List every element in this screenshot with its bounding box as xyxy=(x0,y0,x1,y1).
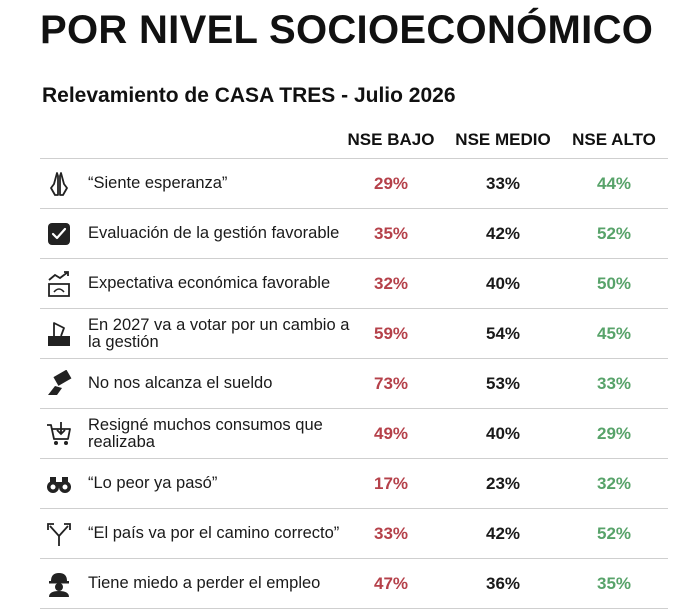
split-arrows-icon xyxy=(44,519,74,549)
value-nse-bajo: 35% xyxy=(373,223,409,243)
value-nse-medio: 23% xyxy=(485,473,521,493)
row-label: “Lo peor ya pasó” xyxy=(88,474,218,492)
column-header-nse-alto: NSE ALTO xyxy=(572,130,656,149)
value-nse-alto: 35% xyxy=(596,573,632,593)
shopping-cart-icon xyxy=(44,419,74,449)
growth-chart-icon xyxy=(44,269,74,299)
value-nse-bajo: 59% xyxy=(373,323,409,343)
checkbox-icon xyxy=(44,219,74,249)
value-nse-medio: 36% xyxy=(485,573,521,593)
value-nse-bajo: 32% xyxy=(373,273,409,293)
value-nse-bajo: 33% xyxy=(373,523,409,543)
value-nse-medio: 53% xyxy=(485,373,521,393)
binoculars-icon xyxy=(44,469,74,499)
value-nse-medio: 33% xyxy=(485,173,521,193)
value-nse-medio: 40% xyxy=(485,423,521,443)
value-nse-medio: 42% xyxy=(485,523,521,543)
table-row: Tiene miedo a perder el empleo 47% 36% 3… xyxy=(40,558,668,609)
table-row: “El país va por el camino correcto” 33% … xyxy=(40,508,668,558)
value-nse-medio: 40% xyxy=(485,273,521,293)
page-title: POR NIVEL SOCIOECONÓMICO xyxy=(40,8,654,52)
row-label: No nos alcanza el sueldo xyxy=(88,374,273,392)
row-label: Expectativa económica favorable xyxy=(88,274,331,292)
value-nse-alto: 52% xyxy=(596,523,632,543)
value-nse-bajo: 29% xyxy=(373,173,409,193)
row-label: “Siente esperanza” xyxy=(88,174,228,192)
row-label: “El país va por el camino correcto” xyxy=(88,524,340,542)
money-hand-icon xyxy=(44,369,74,399)
value-nse-alto: 45% xyxy=(596,323,632,343)
table-row: “Lo peor ya pasó” 17% 23% 32% xyxy=(40,458,668,508)
table-row: No nos alcanza el sueldo 73% 53% 33% xyxy=(40,358,668,408)
row-label: Resigné muchos consumos que realizaba xyxy=(88,415,323,451)
table-row: En 2027 va a votar por un cambio a la ge… xyxy=(40,308,668,358)
table-row: Evaluación de la gestión favorable 35% 4… xyxy=(40,208,668,258)
value-nse-medio: 54% xyxy=(485,323,521,343)
table-row: Resigné muchos consumos que realizaba 49… xyxy=(40,408,668,458)
value-nse-bajo: 47% xyxy=(373,573,409,593)
row-label: Tiene miedo a perder el empleo xyxy=(88,574,321,592)
ballot-box-icon xyxy=(44,319,74,349)
table-row: “Siente esperanza” 29% 33% 44% xyxy=(40,158,668,208)
page-subtitle: Relevamiento de CASA TRES - Julio 2026 xyxy=(42,84,456,107)
row-label: En 2027 va a votar por un cambio a la ge… xyxy=(88,315,350,351)
value-nse-bajo: 49% xyxy=(373,423,409,443)
value-nse-medio: 42% xyxy=(485,223,521,243)
survey-table: “Siente esperanza” 29% 33% 44% Evaluació… xyxy=(40,158,668,609)
column-header-nse-medio: NSE MEDIO xyxy=(455,130,551,149)
value-nse-alto: 50% xyxy=(596,273,632,293)
praying-hands-icon xyxy=(44,169,74,199)
value-nse-alto: 33% xyxy=(596,373,632,393)
value-nse-alto: 52% xyxy=(596,223,632,243)
worker-helmet-icon xyxy=(44,569,74,599)
value-nse-bajo: 73% xyxy=(373,373,409,393)
value-nse-alto: 44% xyxy=(596,173,632,193)
value-nse-bajo: 17% xyxy=(373,473,409,493)
table-row: Expectativa económica favorable 32% 40% … xyxy=(40,258,668,308)
row-label: Evaluación de la gestión favorable xyxy=(88,224,340,242)
value-nse-alto: 29% xyxy=(596,423,632,443)
column-header-nse-bajo: NSE BAJO xyxy=(347,130,435,149)
value-nse-alto: 32% xyxy=(596,473,632,493)
